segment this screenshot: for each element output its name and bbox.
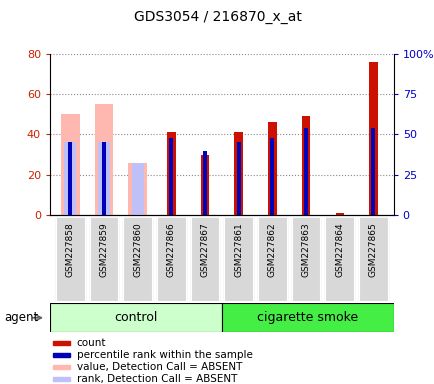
Bar	[325, 218, 353, 300]
Bar	[95, 104, 113, 215]
Bar	[203, 151, 207, 215]
Bar	[53, 377, 70, 381]
Bar	[291, 218, 320, 300]
Text: GSM227859: GSM227859	[99, 222, 108, 277]
Bar	[64, 142, 76, 215]
Bar	[267, 122, 276, 215]
Bar	[157, 218, 185, 300]
Bar	[270, 139, 274, 215]
Bar	[98, 142, 109, 215]
Bar	[50, 303, 221, 332]
Text: GSM227861: GSM227861	[233, 222, 243, 277]
Bar	[167, 132, 175, 215]
Bar	[169, 139, 173, 215]
Bar	[368, 62, 377, 215]
Text: agent: agent	[4, 311, 39, 324]
Bar	[234, 132, 242, 215]
Bar	[301, 116, 309, 215]
Text: GDS3054 / 216870_x_at: GDS3054 / 216870_x_at	[133, 10, 301, 23]
Bar	[221, 303, 393, 332]
Bar	[190, 218, 219, 300]
Bar	[56, 218, 84, 300]
Text: control: control	[114, 311, 157, 324]
Bar	[123, 218, 151, 300]
Bar	[89, 218, 118, 300]
Bar	[358, 218, 387, 300]
Bar	[53, 341, 70, 345]
Bar	[236, 142, 240, 215]
Bar	[224, 218, 253, 300]
Text: GSM227862: GSM227862	[267, 222, 276, 276]
Bar	[53, 365, 70, 369]
Bar	[128, 163, 147, 215]
Text: GSM227865: GSM227865	[368, 222, 377, 277]
Bar	[132, 163, 143, 215]
Text: GSM227864: GSM227864	[335, 222, 343, 276]
Text: GSM227867: GSM227867	[200, 222, 209, 277]
Bar	[335, 213, 343, 215]
Bar	[257, 218, 286, 300]
Text: cigarette smoke: cigarette smoke	[256, 311, 358, 324]
Text: GSM227860: GSM227860	[133, 222, 142, 277]
Text: GSM227858: GSM227858	[66, 222, 75, 277]
Bar	[61, 114, 79, 215]
Text: GSM227863: GSM227863	[301, 222, 310, 277]
Bar	[371, 128, 375, 215]
Bar	[102, 142, 106, 215]
Text: value, Detection Call = ABSENT: value, Detection Call = ABSENT	[77, 362, 242, 372]
Bar	[201, 155, 209, 215]
Text: GSM227866: GSM227866	[166, 222, 175, 277]
Text: count: count	[77, 338, 106, 348]
Text: percentile rank within the sample: percentile rank within the sample	[77, 350, 252, 360]
Bar	[53, 353, 70, 357]
Bar	[303, 128, 307, 215]
Bar	[68, 142, 72, 215]
Text: rank, Detection Call = ABSENT: rank, Detection Call = ABSENT	[77, 374, 237, 384]
